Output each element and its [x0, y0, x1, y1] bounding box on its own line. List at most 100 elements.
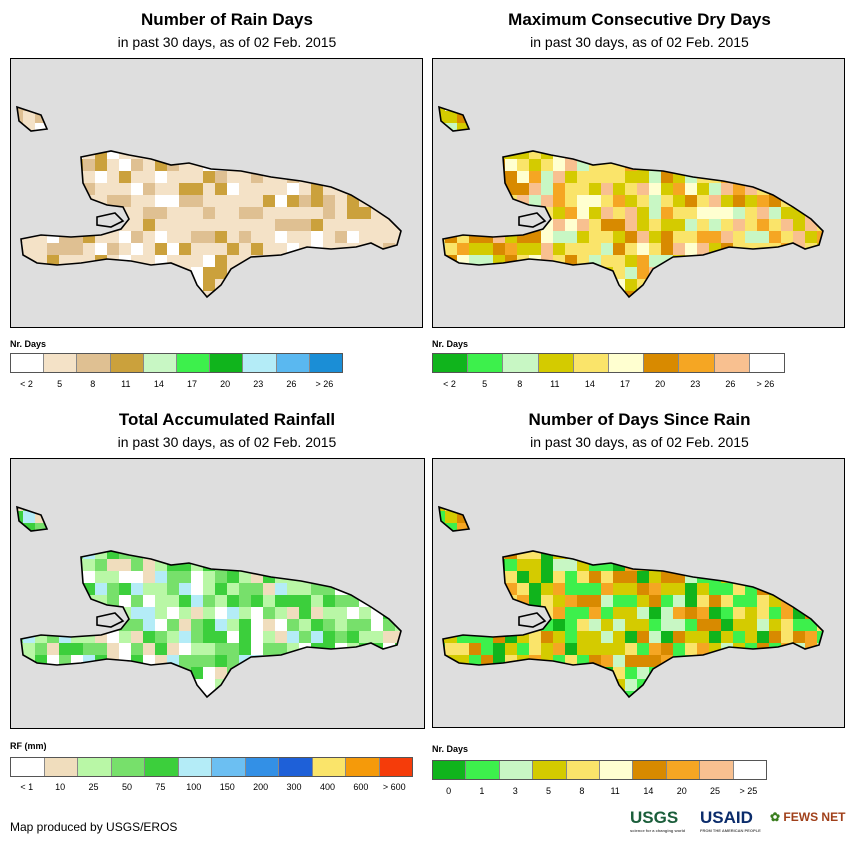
- grid-cell: [383, 111, 395, 123]
- map-grid: [16, 105, 402, 315]
- grid-cell: [625, 207, 637, 219]
- grid-cell: [817, 147, 823, 159]
- grid-cell: [529, 559, 541, 571]
- grid-cell: [371, 107, 383, 111]
- grid-cell: [179, 159, 191, 171]
- grid-cell: [203, 107, 215, 111]
- grid-cell: [553, 643, 565, 655]
- grid-cell: [697, 207, 709, 219]
- grid-cell: [721, 159, 733, 171]
- grid-cell: [167, 111, 179, 123]
- grid-cell: [131, 523, 143, 535]
- grid-cell: [673, 595, 685, 607]
- grid-cell: [685, 195, 697, 207]
- grid-cell: [251, 243, 263, 255]
- grid-cell: [239, 547, 251, 559]
- grid-cell: [637, 631, 649, 643]
- grid-cell: [589, 703, 601, 715]
- grid-cell: [335, 535, 347, 547]
- grid-cell: [71, 583, 83, 595]
- grid-cell: [239, 147, 251, 159]
- panel-days-since-rain: Number of Days Since Rain in past 30 day…: [425, 410, 854, 800]
- grid-cell: [445, 111, 457, 123]
- grid-cell: [745, 219, 757, 231]
- grid-cell: [383, 547, 395, 559]
- grid-cell: [191, 507, 203, 511]
- grid-cell: [493, 523, 505, 535]
- grid-cell: [215, 111, 227, 123]
- grid-cell: [335, 111, 347, 123]
- grid-cell: [227, 291, 239, 297]
- grid-cells: [17, 107, 401, 315]
- grid-cell: [191, 231, 203, 243]
- grid-cell: [359, 631, 371, 643]
- grid-cell: [395, 107, 401, 111]
- grid-cell: [287, 535, 299, 547]
- grid-cell: [505, 183, 517, 195]
- grid-cell: [517, 691, 529, 697]
- grid-cell: [481, 147, 493, 159]
- grid-cell: [637, 267, 649, 279]
- grid-cell: [661, 559, 673, 571]
- grid-cell: [493, 207, 505, 219]
- grid-cell: [457, 607, 469, 619]
- grid-cell: [769, 107, 781, 111]
- grid-cell: [805, 195, 817, 207]
- grid-cell: [251, 219, 263, 231]
- grid-cell: [601, 655, 613, 667]
- grid-cell: [517, 303, 529, 315]
- legend-label: 17: [620, 379, 631, 389]
- grid-cell: [793, 559, 805, 571]
- grid-cell: [829, 535, 841, 547]
- grid-cell: [203, 535, 215, 547]
- grid-cell: [469, 679, 481, 691]
- grid-cell: [47, 631, 59, 643]
- grid-cell: [721, 667, 733, 679]
- grid-cell: [155, 619, 167, 631]
- grid-cell: [601, 691, 613, 697]
- grid-cell: [35, 159, 47, 171]
- grid-cell: [299, 231, 311, 243]
- grid-cell: [589, 267, 601, 279]
- grid-cell: [17, 535, 23, 547]
- grid-cell: [251, 643, 263, 655]
- grid-cell: [613, 147, 625, 159]
- grid-cell: [299, 303, 311, 315]
- grid-cell: [517, 135, 529, 147]
- fews-net-logo: ✿ FEWS NET: [770, 810, 845, 824]
- grid-cell: [757, 111, 769, 123]
- grid-cell: [359, 619, 371, 631]
- grid-cell: [83, 667, 95, 679]
- grid-cell: [59, 267, 71, 279]
- legend-bar: [432, 760, 767, 780]
- grid-cell: [239, 171, 251, 183]
- grid-cell: [155, 123, 167, 135]
- grid-cell: [311, 183, 323, 195]
- grid-cell: [493, 607, 505, 619]
- grid-cell: [637, 219, 649, 231]
- grid-cell: [439, 135, 445, 147]
- grid-cell: [311, 107, 323, 111]
- grid-cell: [23, 583, 35, 595]
- legend-title: RF (mm): [10, 741, 47, 751]
- grid-cell: [263, 231, 275, 243]
- grid-cell: [335, 279, 347, 291]
- legend-label: 23: [690, 379, 701, 389]
- grid-cell: [685, 631, 697, 643]
- grid-cell: [371, 219, 383, 231]
- grid-cell: [577, 267, 589, 279]
- grid-cell: [673, 507, 685, 511]
- grid-cell: [721, 303, 733, 315]
- grid-cell: [577, 243, 589, 255]
- grid-cell: [457, 535, 469, 547]
- grid-cell: [613, 207, 625, 219]
- grid-cell: [311, 207, 323, 219]
- grid-cell: [251, 267, 263, 279]
- grid-cell: [781, 135, 793, 147]
- grid-cell: [673, 511, 685, 523]
- grid-cell: [457, 231, 469, 243]
- grid-cell: [745, 147, 757, 159]
- grid-cell: [23, 679, 35, 691]
- grid-cell: [769, 511, 781, 523]
- grid-cell: [335, 135, 347, 147]
